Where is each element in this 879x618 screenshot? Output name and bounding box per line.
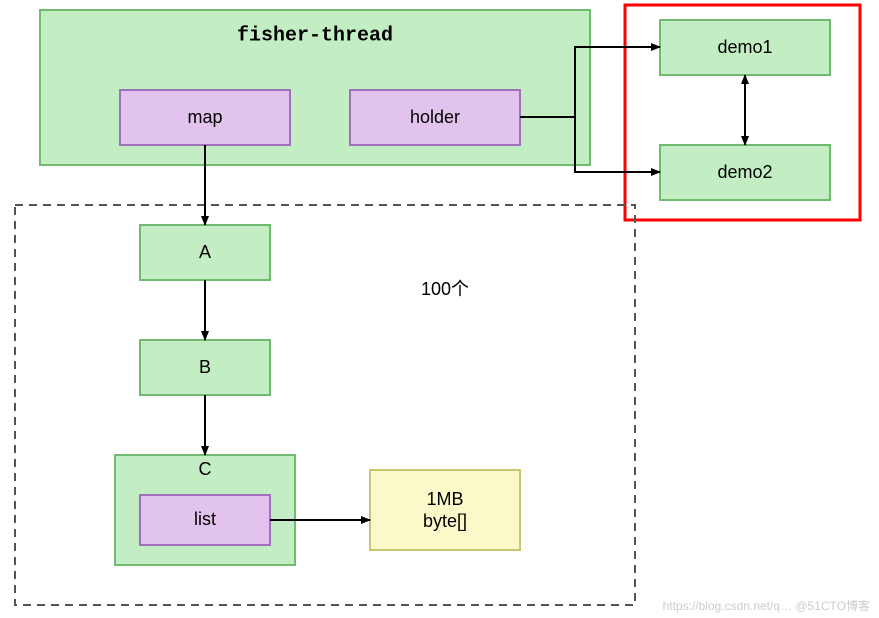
list-label: list [194,509,216,529]
dashed-group-label: 100个 [421,279,469,299]
diagram-canvas: fisher-thread map holder demo1 demo2 100… [0,0,879,618]
node-c-label: C [199,459,212,479]
node-a-label: A [199,242,211,262]
byte-label-2: byte[] [423,511,467,531]
map-label: map [187,107,222,127]
demo2-label: demo2 [717,162,772,182]
holder-label: holder [410,107,460,127]
demo1-label: demo1 [717,37,772,57]
watermark-text: https://blog.csdn.net/q… @51CTO博客 [663,598,870,613]
fisher-thread-title: fisher-thread [237,24,393,47]
dashed-group [15,205,635,605]
byte-label-1: 1MB [426,489,463,509]
node-b-label: B [199,357,211,377]
